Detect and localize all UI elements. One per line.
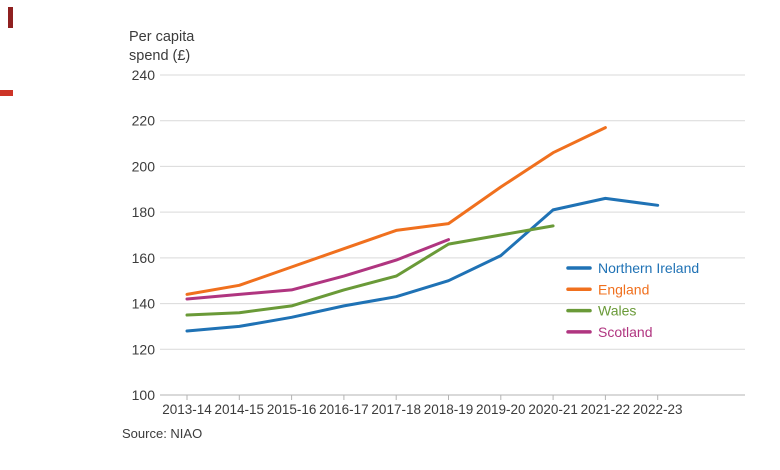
- page-edge-mark-top: [8, 7, 13, 28]
- series-line-northern-ireland: [185, 196, 660, 333]
- x-tick-label: 2018-19: [424, 402, 474, 417]
- legend-label-scotland: Scotland: [598, 324, 652, 340]
- x-tick-label: 2013-14: [162, 402, 212, 417]
- y-axis-title-line2: spend (£): [129, 48, 191, 65]
- y-tick-label: 120: [132, 341, 156, 357]
- series-line-scotland: [185, 238, 450, 301]
- y-tick-label: 240: [132, 67, 156, 83]
- y-axis-title-line1: Per capita: [129, 29, 195, 45]
- legend-label-england: England: [598, 281, 649, 297]
- source-note: Source: NIAO: [122, 426, 203, 441]
- x-tick-label: 2019-20: [476, 402, 526, 417]
- y-tick-label: 100: [132, 387, 156, 403]
- legend-label-northern-ireland: Northern Ireland: [598, 260, 699, 276]
- y-tick-label: 220: [132, 113, 156, 129]
- series-line-wales: [185, 224, 555, 317]
- y-axis-title: Per capita spend (£): [129, 28, 194, 66]
- x-tick-label: 2015-16: [267, 402, 317, 417]
- x-tick-label: 2014-15: [215, 402, 265, 417]
- y-tick-label: 180: [132, 204, 156, 220]
- y-tick-label: 200: [132, 158, 156, 174]
- y-tick-label: 160: [132, 250, 156, 266]
- x-tick-label: 2022-23: [633, 402, 683, 417]
- x-tick-label: 2020-21: [528, 402, 578, 417]
- x-tick-label: 2016-17: [319, 402, 369, 417]
- page-edge-mark-left: [0, 90, 13, 96]
- y-tick-label: 140: [132, 296, 156, 312]
- x-tick-label: 2021-22: [581, 402, 631, 417]
- legend-label-wales: Wales: [598, 303, 636, 319]
- series-line-england: [185, 126, 607, 296]
- x-tick-label: 2017-18: [371, 402, 421, 417]
